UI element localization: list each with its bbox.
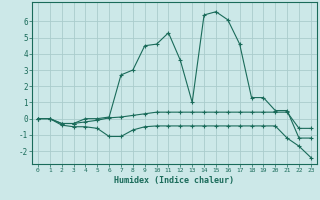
X-axis label: Humidex (Indice chaleur): Humidex (Indice chaleur) bbox=[115, 176, 234, 185]
